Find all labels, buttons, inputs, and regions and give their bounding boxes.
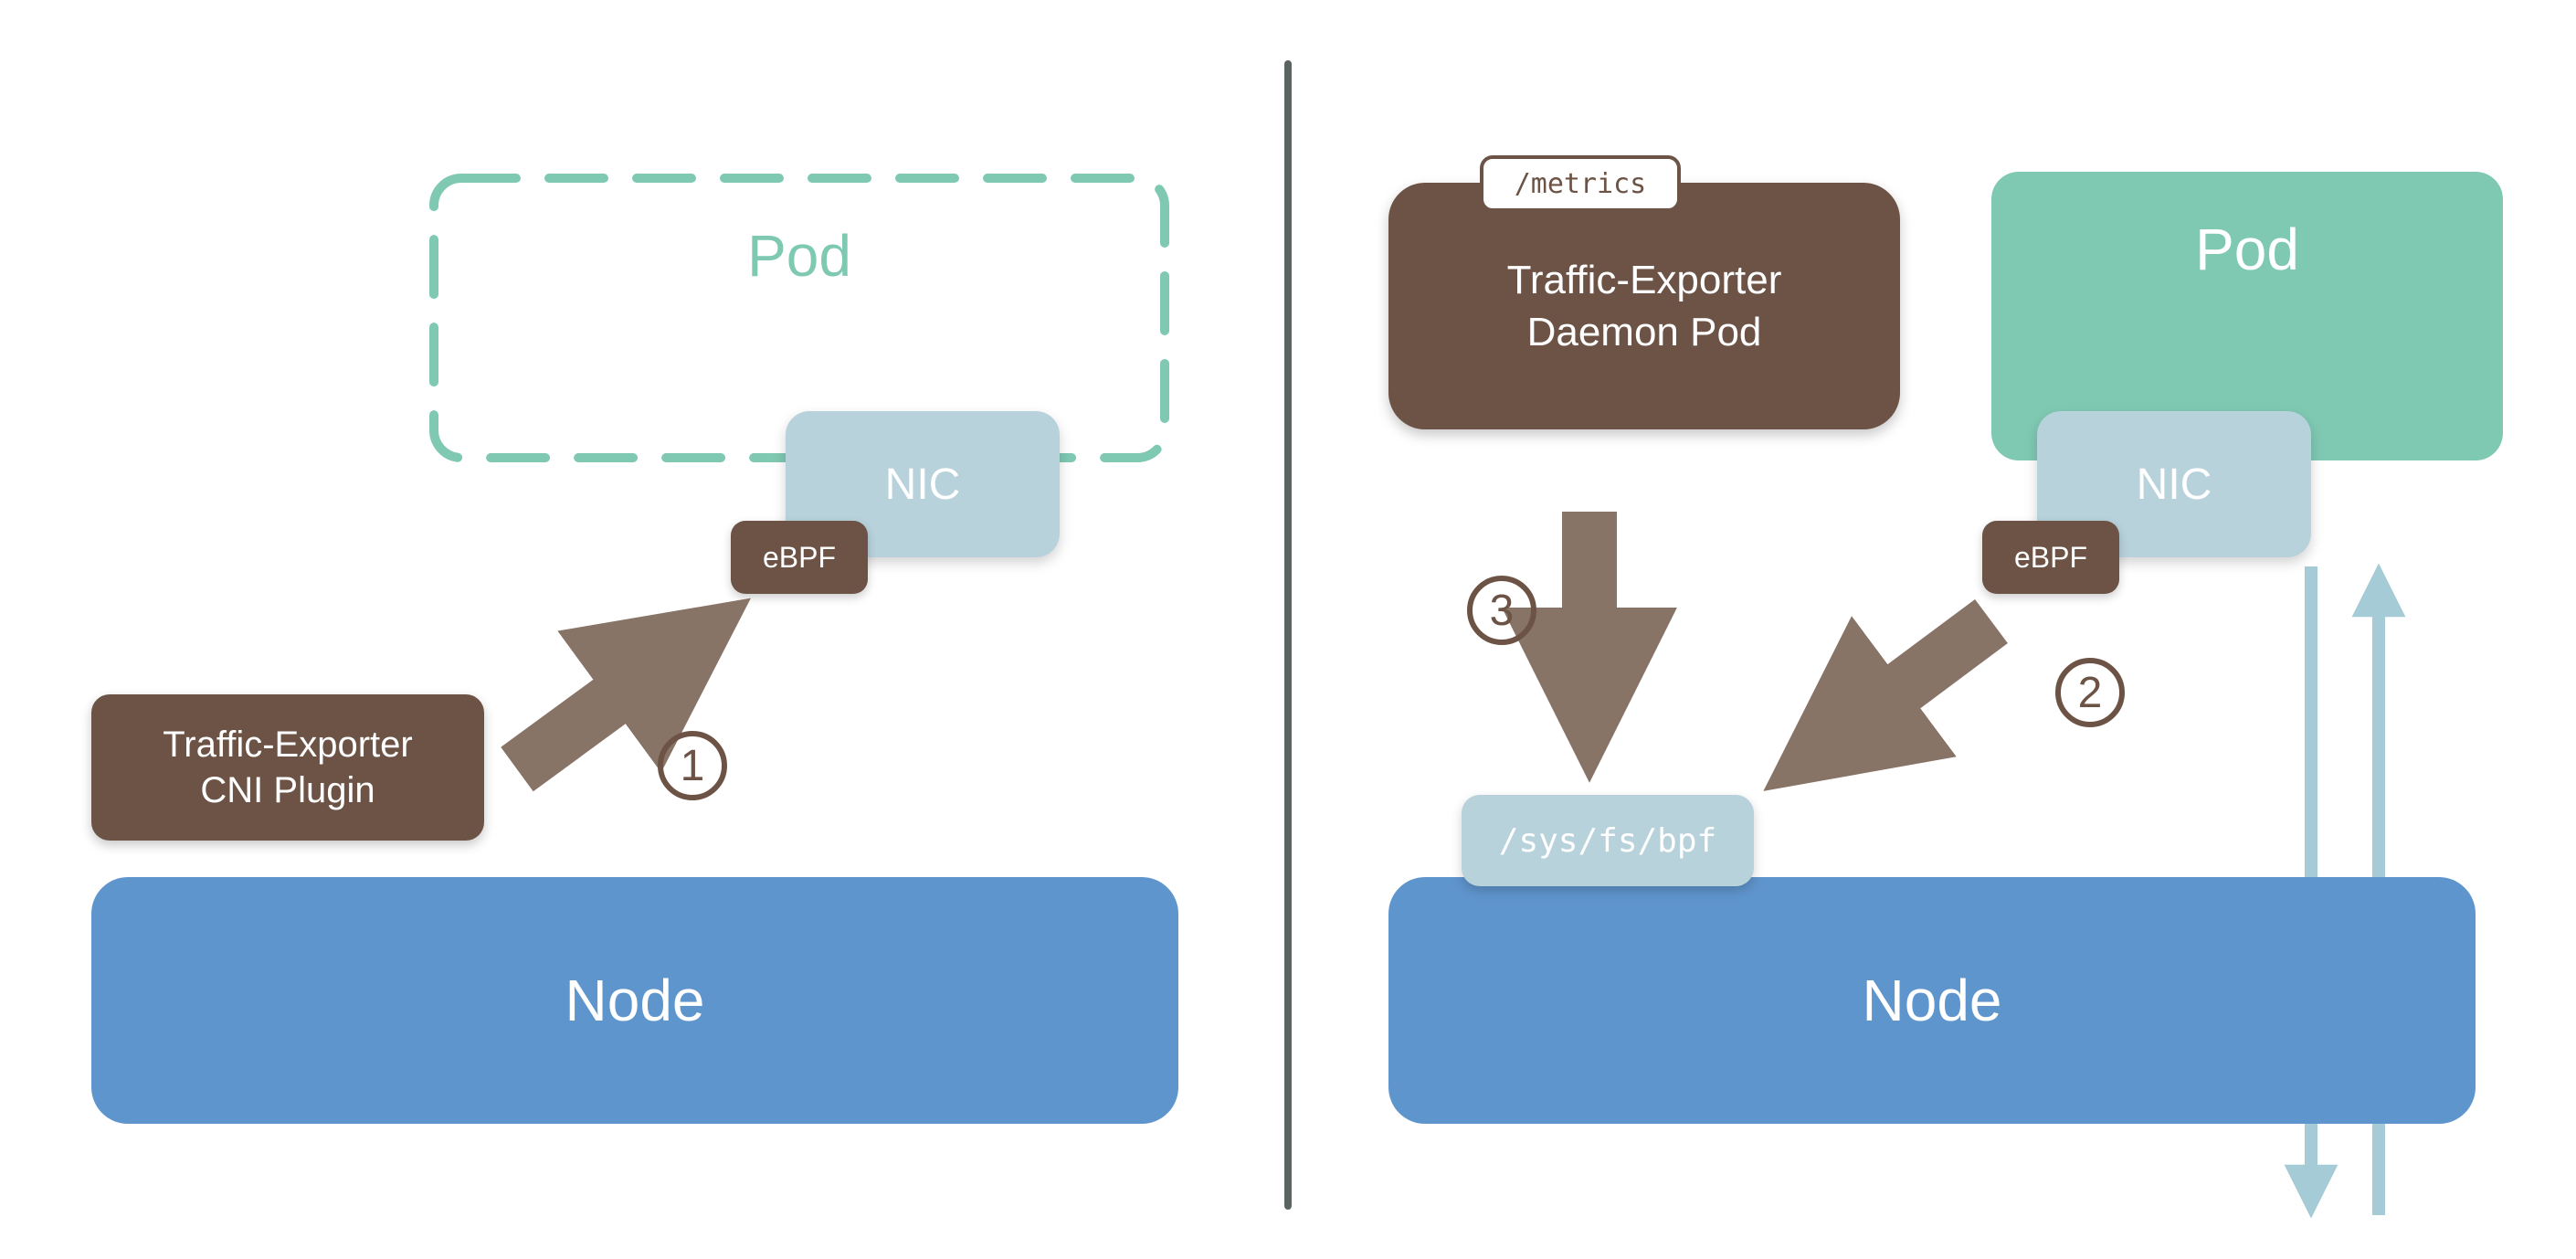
diagram-canvas: Node Pod NIC eBPF Traffic-Exporter CNI P… — [0, 0, 2576, 1259]
step-2-label: 2 — [2078, 668, 2103, 718]
right-arrow-2 — [0, 0, 2576, 1259]
step-2: 2 — [2055, 658, 2125, 727]
